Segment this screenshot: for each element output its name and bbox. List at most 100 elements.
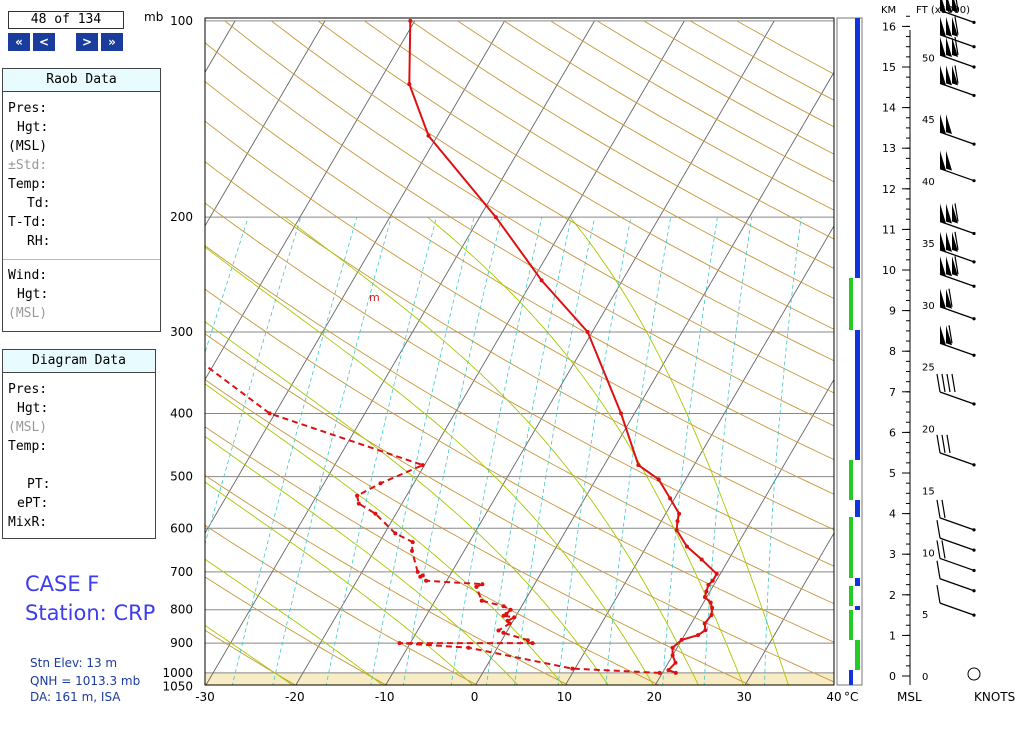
temperature-point [666, 668, 671, 673]
mixing-ratio-line [402, 217, 502, 685]
raob-msl-label: (MSL) [8, 139, 48, 154]
moisture-segment [855, 330, 860, 460]
temperature-point [539, 278, 544, 283]
moisture-segment [855, 18, 860, 278]
wind-barb-dot [972, 463, 976, 467]
raob-wind-msl-label: (MSL) [8, 306, 48, 321]
temperature-point [699, 557, 704, 562]
wind-barb-line [936, 585, 941, 604]
dry-adiabat [205, 524, 479, 685]
dry-adiabat [205, 80, 834, 461]
temperature-point [710, 605, 715, 610]
dewpoint-point [501, 630, 506, 635]
mixing-ratio-line [764, 217, 802, 685]
dewpoint-point [397, 641, 402, 646]
wind-barb-dot [972, 589, 976, 593]
moist-adiabat [205, 246, 654, 685]
wind-barb-line [954, 231, 959, 250]
temperature-point [670, 645, 675, 650]
wind-barb-flag [940, 203, 946, 224]
dry-adiabat [550, 20, 834, 183]
raob-temp-label: Temp: [8, 177, 48, 192]
dewpoint-point [466, 645, 471, 650]
wind-barb [939, 54, 975, 68]
mixing-ratio-line [272, 217, 392, 685]
raob-wind-label: Wind: [8, 268, 48, 283]
isotherm-line [564, 225, 834, 685]
raob-data-title: Raob Data [3, 69, 160, 92]
temperature-point [709, 613, 714, 617]
temp-unit-label: °C [844, 690, 858, 704]
isotherm-line [385, 20, 775, 685]
dewpoint-point [159, 330, 163, 334]
dewpoint-point [410, 540, 415, 545]
pressure-unit-label: mb [144, 10, 163, 24]
temperature-point [677, 511, 682, 516]
raob-data-panel: Raob Data Pres: Hgt: (MSL) ±Std: Temp: T… [2, 68, 161, 332]
dewpoint-point [479, 598, 484, 603]
wind-barb-line [941, 499, 946, 518]
dry-adiabat [205, 333, 834, 683]
x-tick-label: 40 [826, 690, 841, 704]
dry-adiabat [205, 245, 834, 605]
km-tick-label: 15 [882, 61, 896, 74]
dewpoint-point [356, 501, 361, 506]
isotherm-line [475, 71, 834, 685]
moist-adiabat [205, 321, 609, 685]
wind-barb-dot [972, 45, 976, 49]
moist-adiabat [569, 216, 789, 685]
wind-barb-flag [940, 16, 946, 37]
wind-barb [939, 168, 975, 182]
isotherm-line [295, 20, 685, 685]
last-sounding-button[interactable]: » [101, 33, 123, 51]
wind-barb-flag [952, 0, 958, 13]
wind-barb-line [954, 256, 959, 275]
moist-adiabat [205, 383, 564, 685]
dry-adiabat [205, 684, 206, 685]
dewpoint-point [420, 573, 425, 578]
mixing-ratio-line [557, 217, 632, 685]
km-tick-label: 16 [882, 20, 896, 33]
wind-barb-line [946, 373, 951, 393]
km-tick-label: 7 [889, 386, 896, 399]
previous-sounding-button[interactable]: < [33, 33, 55, 51]
moisture-segment [849, 610, 853, 640]
diagram-mixr-label: MixR: [8, 515, 48, 530]
first-sounding-button[interactable]: « [8, 33, 30, 51]
diagram-msl-label: (MSL) [8, 420, 48, 435]
raob-pres-label: Pres: [8, 101, 48, 116]
y-tick-label: 400 [170, 406, 193, 420]
temperature-point [684, 544, 689, 549]
km-tick-label: 10 [882, 264, 896, 277]
plot-frame [204, 17, 835, 686]
dewpoint-point [496, 628, 501, 633]
wind-barb-dot [972, 353, 976, 357]
temperature-point [702, 621, 707, 626]
raob-td-label: Td: [27, 196, 51, 211]
wind-barb-flag [940, 0, 946, 13]
isotherm-line [205, 20, 506, 535]
sounding-traces [159, 18, 719, 675]
km-tick-label: 2 [889, 589, 896, 602]
dewpoint-point [415, 569, 420, 574]
dewpoint-point [355, 493, 360, 498]
isotherm-line [744, 532, 834, 685]
wind-barb-flag [946, 114, 952, 135]
ft-label: FT (x1000) [916, 5, 970, 16]
next-sounding-button[interactable]: > [76, 33, 98, 51]
wind-barb-flag [940, 114, 946, 135]
moisture-segment [849, 517, 853, 578]
dewpoint-point [480, 582, 485, 587]
msl-label: MSL [897, 690, 922, 704]
dewpoint-point [373, 511, 378, 516]
wind-barb-flag [946, 203, 952, 224]
wind-barb-dot [972, 20, 976, 24]
wind-barb-flag [952, 65, 958, 86]
moisture-segment [849, 586, 853, 606]
dry-adiabat [205, 629, 297, 685]
diagram-data-panel: Diagram Data Pres: Hgt: (MSL) Temp: PT: … [2, 349, 156, 539]
moisture-segment [855, 500, 860, 517]
y-tick-label: 200 [170, 210, 193, 224]
temperature-point [585, 330, 590, 334]
temperature-point [408, 18, 413, 23]
